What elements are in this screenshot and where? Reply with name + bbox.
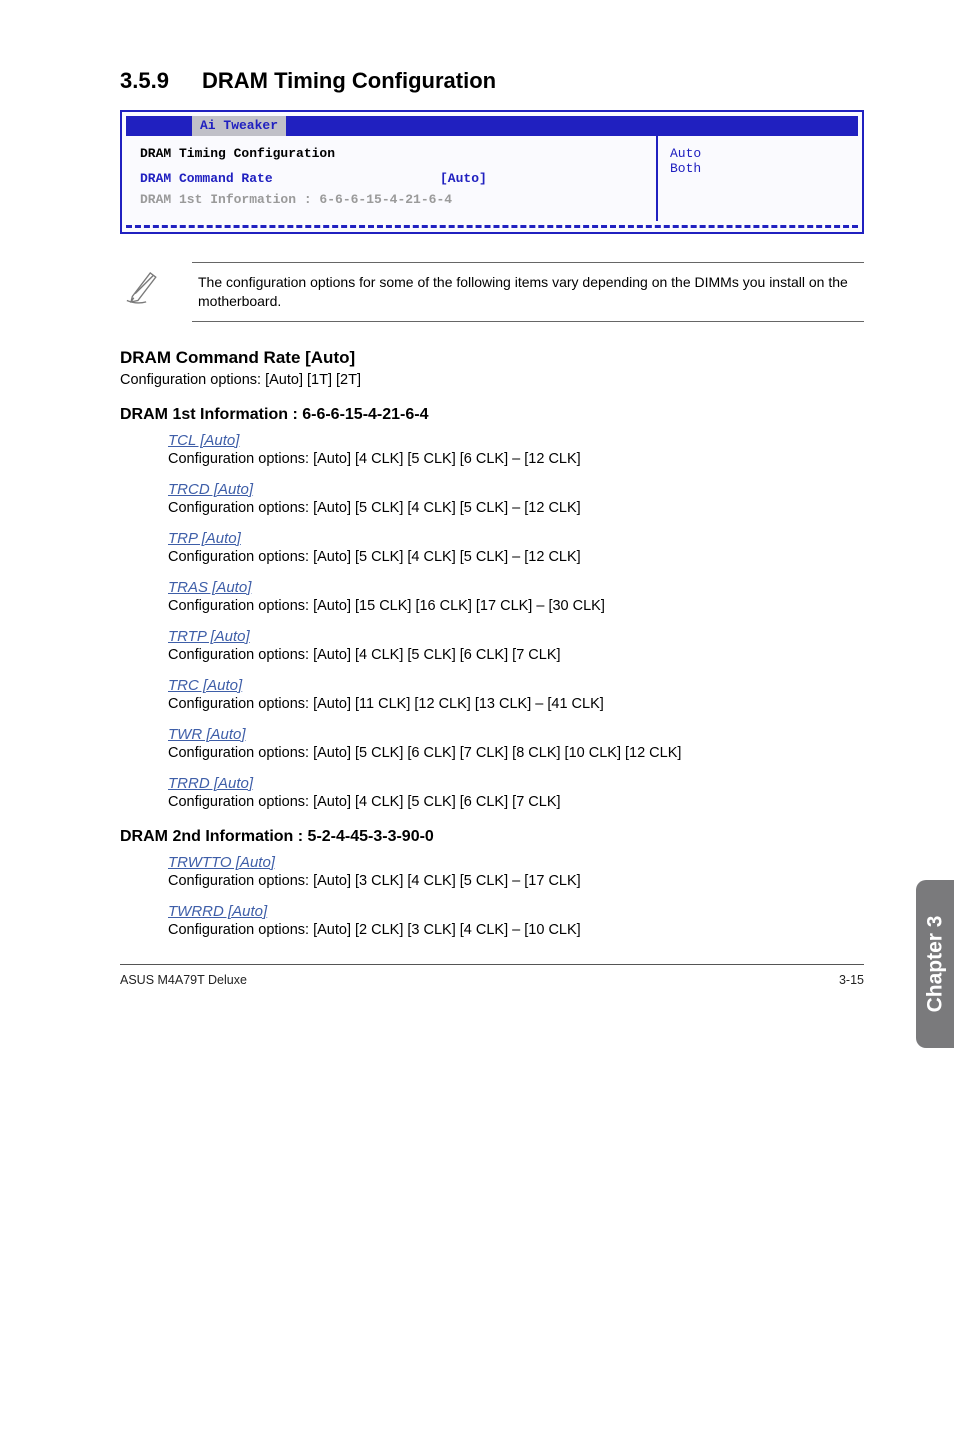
timing-item: TWR [Auto] Configuration options: [Auto] … [168, 726, 864, 761]
timing-item-title: TWR [Auto] [168, 726, 864, 743]
footer-right: 3-15 [839, 973, 864, 987]
section-title: 3.5.9DRAM Timing Configuration [120, 68, 864, 94]
bios-info-line: DRAM 1st Information : 6-6-6-15-4-21-6-4 [140, 192, 642, 207]
bios-menubar: Ai Tweaker [126, 116, 858, 136]
chapter-side-tab: Chapter 3 [916, 880, 954, 1048]
timing-item-options: Configuration options: [Auto] [5 CLK] [4… [168, 549, 864, 565]
bios-cutoff-dashes [126, 225, 858, 228]
footer-left: ASUS M4A79T Deluxe [120, 973, 247, 987]
timing-item-options: Configuration options: [Auto] [5 CLK] [4… [168, 500, 864, 516]
page-footer: ASUS M4A79T Deluxe 3-15 [120, 964, 864, 987]
timing-item: TWRRD [Auto] Configuration options: [Auto… [168, 903, 864, 938]
bios-active-tab: Ai Tweaker [192, 116, 286, 136]
bios-setting-value: [Auto] [440, 171, 487, 186]
bios-help-line: Auto [670, 146, 846, 161]
timing-item-options: Configuration options: [Auto] [3 CLK] [4… [168, 873, 864, 889]
timing-item: TCL [Auto] Configuration options: [Auto] … [168, 432, 864, 467]
timing-item: TRWTTO [Auto] Configuration options: [Aut… [168, 854, 864, 889]
bios-help-line: Both [670, 161, 846, 176]
timing-item-title: TRP [Auto] [168, 530, 864, 547]
timing-item: TRRD [Auto] Configuration options: [Auto]… [168, 775, 864, 810]
bios-setting-label: DRAM Command Rate [140, 171, 440, 186]
timing-item-options: Configuration options: [Auto] [4 CLK] [5… [168, 794, 864, 810]
timing-item-title: TRWTTO [Auto] [168, 854, 864, 871]
timing-item: TRC [Auto] Configuration options: [Auto] … [168, 677, 864, 712]
timing-item: TRP [Auto] Configuration options: [Auto] … [168, 530, 864, 565]
bios-left-pane: DRAM Timing Configuration DRAM Command R… [126, 136, 658, 221]
bios-subheading: DRAM Timing Configuration [140, 146, 642, 161]
timing-item: TRTP [Auto] Configuration options: [Auto]… [168, 628, 864, 663]
section-number: 3.5.9 [120, 68, 202, 94]
heading-second-info: DRAM 2nd Information : 5-2-4-45-3-3-90-0 [120, 828, 864, 846]
bios-right-pane: Auto Both [658, 136, 858, 221]
timing-item-title: TWRRD [Auto] [168, 903, 864, 920]
timing-item-title: TRAS [Auto] [168, 579, 864, 596]
section-heading: DRAM Timing Configuration [202, 68, 496, 93]
timing-item-options: Configuration options: [Auto] [15 CLK] [… [168, 598, 864, 614]
timing-item-title: TRRD [Auto] [168, 775, 864, 792]
timing-item-options: Configuration options: [Auto] [5 CLK] [6… [168, 745, 864, 761]
timing-item-options: Configuration options: [Auto] [2 CLK] [3… [168, 922, 864, 938]
heading-first-info: DRAM 1st Information : 6-6-6-15-4-21-6-4 [120, 406, 864, 424]
bios-panel: Ai Tweaker DRAM Timing Configuration DRA… [120, 110, 864, 234]
timing-item-options: Configuration options: [Auto] [4 CLK] [5… [168, 451, 864, 467]
timing-item: TRCD [Auto] Configuration options: [Auto]… [168, 481, 864, 516]
timing-item-title: TRC [Auto] [168, 677, 864, 694]
timing-item-options: Configuration options: [Auto] [11 CLK] [… [168, 696, 864, 712]
command-rate-options: Configuration options: [Auto] [1T] [2T] [120, 372, 864, 388]
pencil-icon [120, 262, 164, 311]
heading-command-rate: DRAM Command Rate [Auto] [120, 348, 864, 368]
timing-item-title: TCL [Auto] [168, 432, 864, 449]
chapter-side-tab-label: Chapter 3 [923, 916, 947, 1013]
timing-item: TRAS [Auto] Configuration options: [Auto]… [168, 579, 864, 614]
timing-item-title: TRCD [Auto] [168, 481, 864, 498]
timing-item-options: Configuration options: [Auto] [4 CLK] [5… [168, 647, 864, 663]
timing-item-title: TRTP [Auto] [168, 628, 864, 645]
note-text: The configuration options for some of th… [192, 262, 864, 322]
